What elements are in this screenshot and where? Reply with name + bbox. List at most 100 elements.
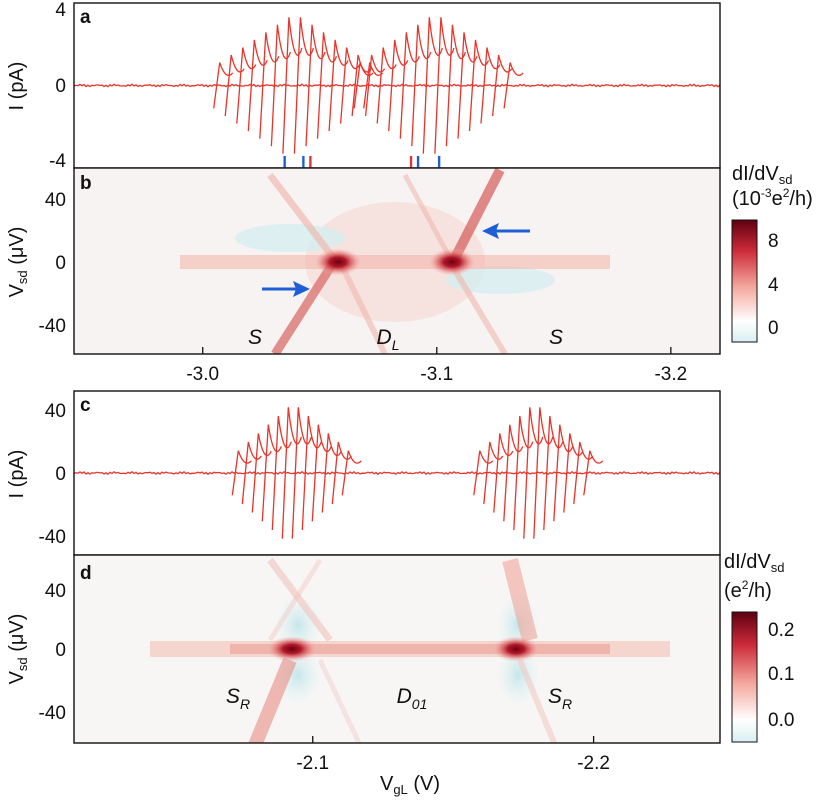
region-label-b-0: S — [248, 326, 262, 349]
current-trace — [311, 424, 332, 522]
current-trace — [480, 47, 501, 124]
current-trace — [251, 433, 272, 513]
xtick-label: -3.1 — [420, 364, 453, 385]
plot-frame-d — [73, 554, 721, 744]
colorbar-tick-b-1: 4 — [768, 275, 779, 296]
panel-b: b 40 0 -40 Vsd (μV) S DL S -3.0 -3.1 -3.2 … — [6, 163, 813, 385]
panel-c: c 40 0 -40 I (pA) — [6, 390, 721, 556]
region-label-d-0: SR — [226, 685, 250, 712]
colorbar-units-d: (e2/h) — [724, 578, 772, 602]
xtick-label: -2.2 — [577, 753, 610, 774]
region-label-b-2: S — [549, 326, 563, 349]
colorbar-tick-b-0: 8 — [768, 231, 779, 252]
current-trace — [331, 441, 352, 505]
xtick-label: -3.0 — [186, 364, 219, 385]
colorbar-units-b: (10-3e2/h) — [732, 186, 813, 210]
panel-label-b: b — [80, 173, 92, 194]
ytick-c-1: 0 — [55, 464, 66, 485]
y-axis-label-a: I (pA) — [6, 62, 28, 111]
current-trace — [353, 62, 374, 109]
current-trace — [241, 441, 262, 505]
colorbar-b: dI/dVsd (10-3e2/h) 8 4 0 — [731, 163, 813, 343]
arrow-right-feature — [482, 223, 530, 239]
current-trace — [293, 17, 315, 154]
y-axis-label-c: I (pA) — [6, 450, 28, 499]
current-trace — [553, 424, 574, 522]
current-trace — [563, 433, 584, 513]
panel-d: d 40 0 -40 Vsd (μV) SR D01 SR -2.1 -2.2 V… — [6, 551, 794, 797]
y-axis-label-d: Vsd (μV) — [6, 614, 30, 685]
current-trace — [301, 415, 322, 531]
ytick-d-1: 0 — [55, 640, 66, 661]
svg-text:Vsd (μV): Vsd (μV) — [6, 614, 30, 685]
x-ticks-b: -3.0 -3.1 -3.2 — [186, 347, 687, 385]
panel-label-a: a — [80, 7, 91, 28]
current-trace — [339, 47, 361, 124]
region-label-b-1: DL — [377, 326, 400, 353]
current-trace — [399, 32, 420, 139]
current-trace — [224, 54, 245, 117]
plot-frame-b — [73, 167, 721, 355]
current-trace — [573, 441, 594, 505]
region-label-d-2: SR — [548, 685, 572, 712]
current-trace — [281, 407, 302, 539]
current-trace — [247, 39, 268, 132]
svg-text:Vsd (μV): Vsd (μV) — [6, 227, 30, 298]
ytick-a-0: 4 — [55, 0, 66, 21]
ytick-d-2: -40 — [39, 703, 66, 724]
svg-text:I (pA): I (pA) — [6, 450, 28, 499]
current-trace — [364, 54, 386, 117]
current-trace — [341, 450, 362, 496]
current-trace — [305, 24, 326, 147]
current-trace — [491, 54, 513, 117]
heatmap-b — [74, 168, 720, 354]
panel-a: a 4 0 -4 I (pA) — [6, 0, 721, 182]
ytick-a-1: 0 — [55, 76, 66, 97]
ytick-c-0: 40 — [45, 401, 66, 422]
colorbar-tick-b-2: 0 — [768, 318, 779, 339]
ytick-b-2: -40 — [39, 316, 66, 337]
region-label-d-1: D01 — [397, 685, 428, 712]
ytick-b-0: 40 — [45, 190, 66, 211]
current-trace — [513, 415, 534, 531]
current-trace — [376, 47, 397, 124]
current-trace — [411, 24, 432, 147]
current-trace — [503, 62, 524, 109]
current-trace — [231, 450, 252, 496]
heatmap-d — [74, 555, 720, 743]
current-trace — [259, 32, 280, 139]
baseline-trace — [74, 83, 720, 88]
current-trace — [533, 407, 554, 539]
panel-label-c: c — [80, 395, 91, 416]
panel-label-d: d — [80, 563, 92, 584]
colorbar-tick-d-1: 0.1 — [768, 664, 794, 685]
current-trace — [328, 39, 349, 132]
current-trace — [503, 424, 524, 522]
y-axis-label-b: Vsd (μV) — [6, 227, 30, 298]
current-trace — [316, 32, 338, 139]
current-trace — [468, 39, 490, 132]
svg-text:I (pA): I (pA) — [6, 62, 28, 111]
current-trace — [422, 17, 443, 154]
svg-text:VgL (V): VgL (V) — [380, 773, 440, 797]
current-trace — [282, 17, 303, 154]
xtick-label: -2.1 — [296, 753, 329, 774]
ytick-a-2: -4 — [49, 151, 66, 172]
xtick-label: -3.2 — [654, 364, 687, 385]
current-trace — [493, 433, 514, 513]
current-trace — [321, 433, 342, 513]
current-trace — [445, 24, 467, 147]
ytick-d-0: 40 — [45, 581, 66, 602]
colorbar-tick-d-2: 0.0 — [768, 710, 794, 731]
colorbar-tick-d-0: 0.2 — [768, 620, 794, 641]
ytick-c-2: -40 — [39, 527, 66, 548]
current-trace — [434, 17, 455, 154]
current-trace — [270, 24, 292, 147]
current-trace — [473, 450, 494, 496]
current-trace — [388, 39, 409, 132]
current-trace — [261, 424, 282, 522]
colorbar-title-d: dI/dVsd — [724, 551, 784, 575]
current-trace — [457, 32, 478, 139]
current-trace — [291, 407, 312, 539]
